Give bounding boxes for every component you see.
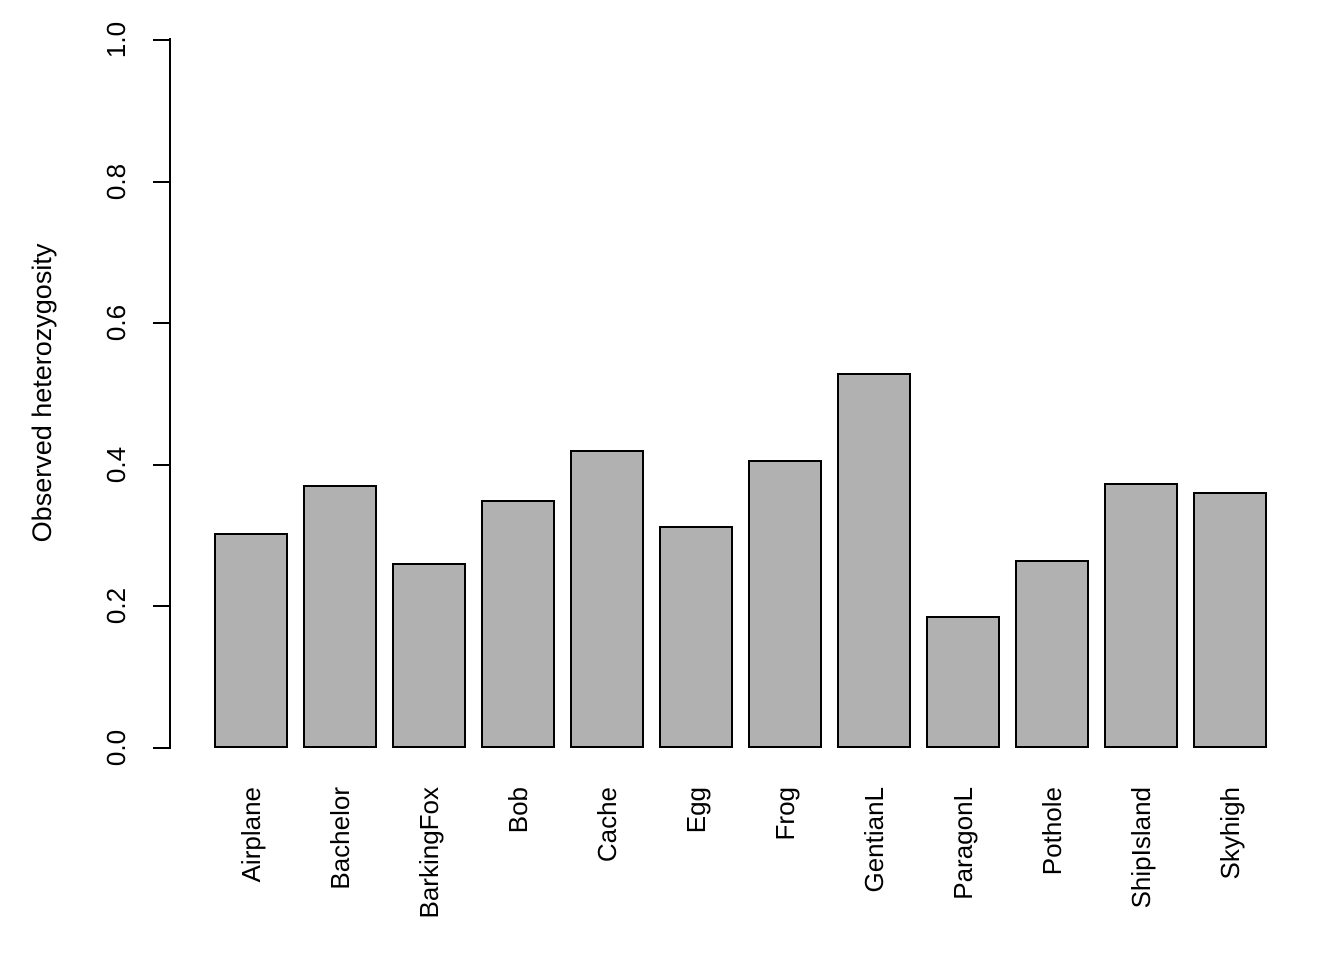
y-axis-title: Observed heterozygosity — [27, 243, 57, 543]
bar-paragonl — [926, 616, 1000, 748]
y-tick-0.6 — [153, 322, 170, 325]
x-tick-label-frog: Frog — [770, 787, 800, 841]
bar-frog — [748, 460, 822, 748]
bar-gentianl — [837, 373, 911, 748]
y-tick-0.8 — [153, 180, 170, 183]
x-tick-label-egg: Egg — [681, 787, 711, 834]
x-tick-label-cache: Cache — [592, 787, 622, 863]
y-axis-line — [169, 38, 171, 749]
bar-egg — [659, 526, 733, 748]
bar-barkingfox — [392, 563, 466, 748]
x-tick-label-bachelor: Bachelor — [325, 787, 355, 890]
x-tick-label-bob: Bob — [503, 787, 533, 834]
y-tick-label-0.6: 0.6 — [101, 305, 131, 342]
bar-pothole — [1015, 560, 1089, 748]
y-tick-0.4 — [153, 463, 170, 466]
x-tick-label-barkingfox: BarkingFox — [414, 787, 444, 919]
x-tick-label-pothole: Pothole — [1037, 787, 1067, 876]
bar-bachelor — [303, 485, 377, 748]
y-tick-1.0 — [153, 39, 170, 41]
bar-skyhigh — [1193, 492, 1267, 748]
y-tick-label-0.4: 0.4 — [101, 446, 131, 483]
y-tick-label-0.2: 0.2 — [101, 588, 131, 625]
x-tick-label-shipisland: ShipIsland — [1126, 787, 1156, 909]
x-tick-label-airplane: Airplane — [236, 787, 266, 883]
x-tick-label-gentianl: GentianL — [859, 787, 889, 893]
x-tick-label-skyhigh: Skyhigh — [1215, 787, 1245, 880]
x-tick-label-paragonl: ParagonL — [948, 787, 978, 900]
bar-airplane — [214, 533, 288, 748]
bar-cache — [570, 450, 644, 748]
y-tick-0.2 — [153, 605, 170, 608]
bar-bob — [481, 500, 555, 748]
y-tick-label-0.8: 0.8 — [101, 163, 131, 200]
y-tick-0.0 — [153, 747, 170, 749]
bar-shipisland — [1104, 483, 1178, 748]
y-tick-label-0.0: 0.0 — [101, 729, 131, 767]
y-tick-label-1.0: 1.0 — [101, 21, 131, 59]
